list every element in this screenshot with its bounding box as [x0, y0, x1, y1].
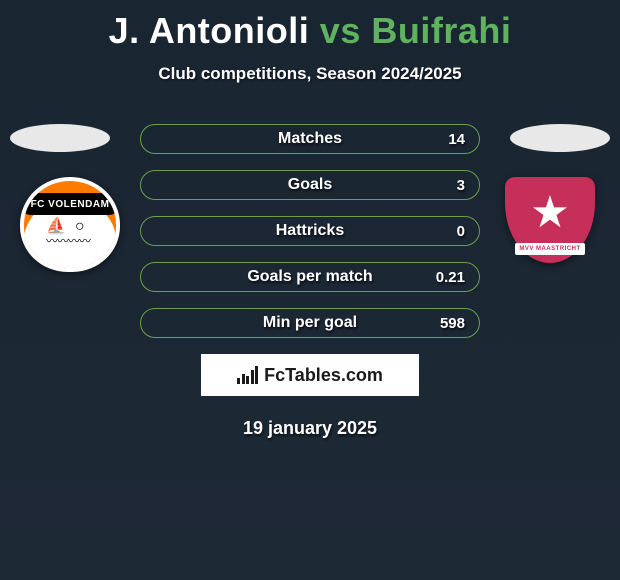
- player2-name: Buifrahi: [371, 10, 511, 51]
- stat-row: Goals 3: [140, 170, 480, 200]
- stat-label: Goals: [288, 176, 332, 194]
- stat-label: Hattricks: [276, 222, 344, 240]
- shadow-oval-left: [10, 124, 110, 152]
- stat-label: Min per goal: [263, 314, 357, 332]
- page-title: J. Antonioli vs Buifrahi: [0, 0, 620, 52]
- stat-row: Matches 14: [140, 124, 480, 154]
- vs-text: vs: [320, 10, 361, 51]
- comparison-content: FC VOLENDAM ⛵ ○ 〰〰〰〰 ★ MVV MAASTRICHT Ma…: [0, 124, 620, 439]
- stat-row: Hattricks 0: [140, 216, 480, 246]
- shadow-oval-right: [510, 124, 610, 152]
- stat-rows: Matches 14 Goals 3 Hattricks 0 Goals per…: [140, 124, 480, 338]
- boat-icon: ⛵ ○: [46, 219, 90, 235]
- team-crest-left: FC VOLENDAM ⛵ ○ 〰〰〰〰: [20, 177, 120, 272]
- crest-left-art: ⛵ ○ 〰〰〰〰: [46, 219, 90, 247]
- stat-value: 0.21: [436, 269, 465, 286]
- stat-value: 14: [448, 131, 465, 148]
- star-icon: ★: [530, 191, 569, 235]
- crest-left-band: FC VOLENDAM: [20, 193, 120, 215]
- stat-value: 3: [457, 177, 465, 194]
- team-crest-right: ★ MVV MAASTRICHT: [500, 177, 600, 272]
- crest-shield-right: ★ MVV MAASTRICHT: [505, 177, 595, 263]
- stat-label: Matches: [278, 130, 342, 148]
- subtitle: Club competitions, Season 2024/2025: [0, 64, 620, 84]
- stat-row: Goals per match 0.21: [140, 262, 480, 292]
- watermark-text: FcTables.com: [264, 365, 383, 386]
- stat-value: 0: [457, 223, 465, 240]
- watermark: FcTables.com: [201, 354, 419, 396]
- crest-right-band: MVV MAASTRICHT: [515, 243, 585, 255]
- stat-label: Goals per match: [247, 268, 372, 286]
- stat-value: 598: [440, 315, 465, 332]
- stat-row: Min per goal 598: [140, 308, 480, 338]
- date-text: 19 january 2025: [0, 418, 620, 439]
- crest-shield-left: FC VOLENDAM ⛵ ○ 〰〰〰〰: [20, 177, 120, 272]
- player1-name: J. Antonioli: [109, 10, 310, 51]
- bar-chart-icon: [237, 366, 258, 384]
- waves-icon: 〰〰〰〰: [46, 235, 90, 247]
